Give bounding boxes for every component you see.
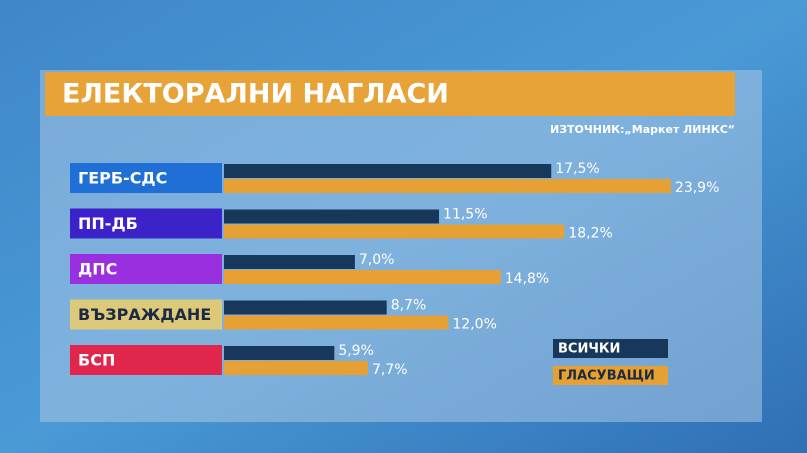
category-label: БСП [78,351,115,370]
category-box [70,208,222,239]
bar [224,255,355,269]
category-label: ГЕРБ-СДС [78,169,167,188]
value-label: 8,7% [391,298,427,314]
bar [224,361,368,375]
legend-swatch [553,339,668,358]
bar [224,346,335,360]
value-label: 7,0% [359,252,395,268]
value-label: 11,5% [443,207,487,223]
legend-swatch [553,366,668,385]
value-label: 14,8% [505,271,549,287]
category-box [70,345,222,375]
bar [224,164,552,178]
bar [224,315,449,330]
value-label: 18,2% [568,226,612,242]
value-label: 7,7% [372,362,408,378]
bar [224,300,387,315]
category-box [70,299,222,330]
category-box [70,163,222,193]
value-label: 23,9% [675,180,719,196]
legend-label: ГЛАСУВАЩИ [558,369,655,384]
legend-label: ВСИЧКИ [558,342,620,357]
category-label: ДПС [78,260,117,279]
category-label: ПП-ДБ [78,214,138,233]
source: ИЗТОЧНИК:„Маркет ЛИНКС“ [550,123,735,136]
value-label: 5,9% [338,343,374,359]
bar [224,179,671,193]
bar [224,224,565,239]
category-box [70,254,222,284]
value-label: 12,0% [452,317,496,333]
chart-title: ЕЛЕКТОРАЛНИ НАГЛАСИ [62,79,449,110]
bar [224,270,501,284]
category-label: ВЪЗРАЖДАНЕ [78,305,211,324]
bar [224,209,440,224]
value-label: 17,5% [555,161,599,177]
title-bar [45,72,735,116]
